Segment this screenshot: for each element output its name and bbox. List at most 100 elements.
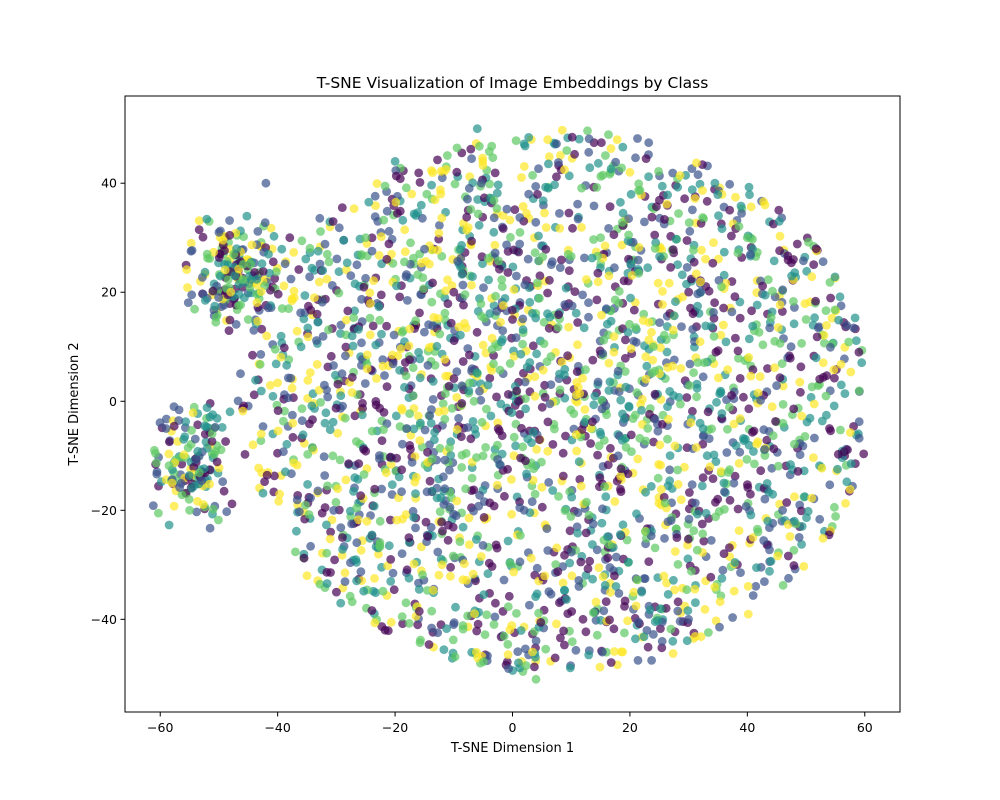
scatter-point xyxy=(534,231,543,241)
scatter-point xyxy=(581,570,591,580)
scatter-points xyxy=(148,124,869,684)
scatter-point xyxy=(512,609,521,618)
scatter-point xyxy=(666,263,675,272)
scatter-point xyxy=(386,515,395,525)
scatter-point xyxy=(735,414,745,423)
scatter-point xyxy=(508,315,517,324)
scatter-point xyxy=(760,445,769,454)
scatter-point xyxy=(505,359,515,368)
scatter-point xyxy=(638,394,647,404)
scatter-point xyxy=(485,309,495,318)
scatter-point xyxy=(545,275,554,285)
scatter-point xyxy=(539,339,549,348)
scatter-point xyxy=(782,498,792,507)
scatter-point xyxy=(440,406,449,416)
scatter-point xyxy=(537,482,547,492)
scatter-point xyxy=(336,391,346,401)
scatter-point xyxy=(603,532,612,541)
scatter-point xyxy=(162,414,171,424)
scatter-point xyxy=(405,409,414,418)
scatter-point xyxy=(717,224,727,234)
scatter-point xyxy=(582,275,591,284)
scatter-point xyxy=(664,278,674,288)
scatter-point xyxy=(189,462,199,472)
scatter-point xyxy=(305,272,314,282)
scatter-point xyxy=(600,482,609,491)
scatter-point xyxy=(575,389,585,398)
scatter-point xyxy=(394,472,404,482)
scatter-point xyxy=(574,134,584,144)
scatter-point xyxy=(429,447,439,457)
scatter-point xyxy=(631,601,641,611)
scatter-point xyxy=(337,203,347,213)
scatter-point xyxy=(785,532,795,541)
scatter-point xyxy=(177,490,187,500)
scatter-point xyxy=(466,144,476,154)
scatter-point xyxy=(332,254,342,264)
scatter-point xyxy=(658,287,667,296)
scatter-point xyxy=(567,607,577,616)
scatter-point xyxy=(683,554,693,564)
scatter-point xyxy=(148,501,158,510)
scatter-point xyxy=(472,453,481,462)
scatter-point xyxy=(783,551,793,561)
scatter-point xyxy=(372,179,382,188)
scatter-point xyxy=(522,469,531,479)
scatter-point xyxy=(320,503,330,512)
scatter-point xyxy=(546,380,556,389)
scatter-point xyxy=(463,611,472,621)
scatter-point xyxy=(253,227,263,236)
scatter-point xyxy=(710,298,719,308)
scatter-point xyxy=(440,484,450,494)
scatter-point xyxy=(528,427,538,437)
scatter-point xyxy=(523,254,533,264)
scatter-point xyxy=(411,523,420,533)
scatter-point xyxy=(389,585,399,595)
scatter-point xyxy=(640,527,650,536)
scatter-point xyxy=(768,431,778,441)
scatter-point xyxy=(598,504,607,514)
scatter-point xyxy=(606,164,616,174)
scatter-point xyxy=(629,305,639,315)
scatter-point xyxy=(161,424,171,433)
scatter-point xyxy=(614,298,624,308)
scatter-point xyxy=(538,365,548,375)
scatter-point xyxy=(564,171,574,181)
scatter-point xyxy=(302,571,312,581)
scatter-point xyxy=(283,393,293,403)
scatter-point xyxy=(292,326,302,336)
scatter-point xyxy=(270,471,279,481)
scatter-point xyxy=(683,606,693,616)
scatter-point xyxy=(789,297,798,306)
scatter-point xyxy=(533,278,542,288)
scatter-point xyxy=(660,215,669,224)
scatter-point xyxy=(301,500,310,510)
scatter-point xyxy=(502,204,512,214)
scatter-point xyxy=(500,491,509,501)
scatter-point xyxy=(650,230,660,240)
scatter-point xyxy=(534,164,543,174)
scatter-point xyxy=(771,417,780,426)
scatter-point xyxy=(641,436,651,446)
scatter-point xyxy=(687,185,697,195)
scatter-point xyxy=(713,346,723,355)
scatter-point xyxy=(242,211,252,221)
scatter-point xyxy=(845,485,855,494)
scatter-point xyxy=(592,630,602,640)
scatter-point xyxy=(472,626,482,636)
scatter-point xyxy=(449,336,459,346)
scatter-point xyxy=(560,585,569,595)
scatter-point xyxy=(646,482,656,491)
scatter-point xyxy=(314,277,324,287)
scatter-point xyxy=(686,418,696,428)
scatter-point xyxy=(733,248,743,258)
scatter-point xyxy=(220,265,230,275)
scatter-point xyxy=(333,484,343,494)
scatter-point xyxy=(544,478,554,487)
scatter-point xyxy=(400,225,410,235)
scatter-point xyxy=(458,575,468,585)
scatter-point xyxy=(306,305,316,315)
scatter-point xyxy=(528,341,538,351)
scatter-point xyxy=(550,424,559,434)
scatter-point xyxy=(633,255,643,265)
